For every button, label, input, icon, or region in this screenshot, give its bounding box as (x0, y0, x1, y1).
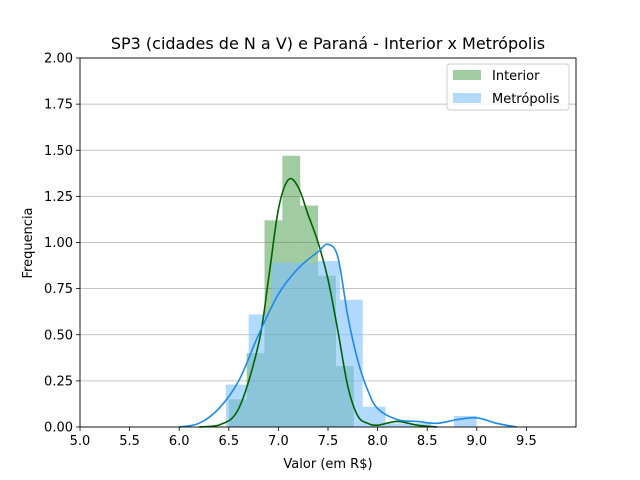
legend-swatch-interior (453, 70, 481, 80)
y-tick-label: 1.25 (44, 190, 73, 205)
legend-label-metropolis: Metrópolis (492, 92, 560, 107)
x-tick-label: 7.0 (268, 434, 289, 449)
x-tick-label: 8.5 (417, 434, 438, 449)
bar-metropolis (385, 423, 409, 427)
y-tick-label: 1.00 (44, 236, 73, 251)
x-tick-label: 9.0 (466, 434, 487, 449)
x-tick-label: 8.0 (367, 434, 388, 449)
kde-line-interior (198, 177, 438, 428)
legend-label-interior: Interior (492, 69, 540, 84)
y-tick-label: 0.75 (44, 282, 73, 297)
y-tick-label: 0.00 (44, 421, 73, 436)
x-axis-label: Valor (em R$) (283, 457, 372, 472)
x-tick-label: 5.0 (70, 434, 91, 449)
x-tick-label: 6.5 (218, 434, 239, 449)
bar-metropolis (362, 406, 386, 427)
bar-metropolis (339, 299, 363, 427)
y-tick-label: 1.75 (44, 98, 73, 113)
y-tick-label: 0.50 (44, 328, 73, 343)
y-tick-label: 2.00 (44, 52, 73, 67)
y-tick-label: 0.25 (44, 374, 73, 389)
bar-metropolis (294, 262, 318, 427)
plot-area: 5.0 5.5 6.0 6.5 7.0 7.5 8.0 8.5 9.0 9.5 0.00 0.25 0.… (44, 52, 577, 449)
kde-line-metropolis (179, 243, 517, 428)
bar-metropolis (453, 415, 477, 427)
x-tick-label: 5.5 (119, 434, 140, 449)
bar-metropolis (225, 384, 249, 427)
x-tick-label: 7.5 (318, 434, 339, 449)
legend: Interior Metrópolis (446, 63, 570, 111)
bar-metropolis (271, 262, 295, 427)
chart-title: SP3 (cidades de N a V) e Paraná - Interi… (111, 34, 545, 53)
x-tick-label: 6.0 (169, 434, 190, 449)
y-axis-label: Frequencia (21, 207, 36, 278)
x-tick-label: 9.5 (516, 434, 537, 449)
y-tick-label: 1.50 (44, 144, 73, 159)
bar-metropolis (317, 260, 340, 427)
legend-swatch-metropolis (453, 93, 481, 103)
